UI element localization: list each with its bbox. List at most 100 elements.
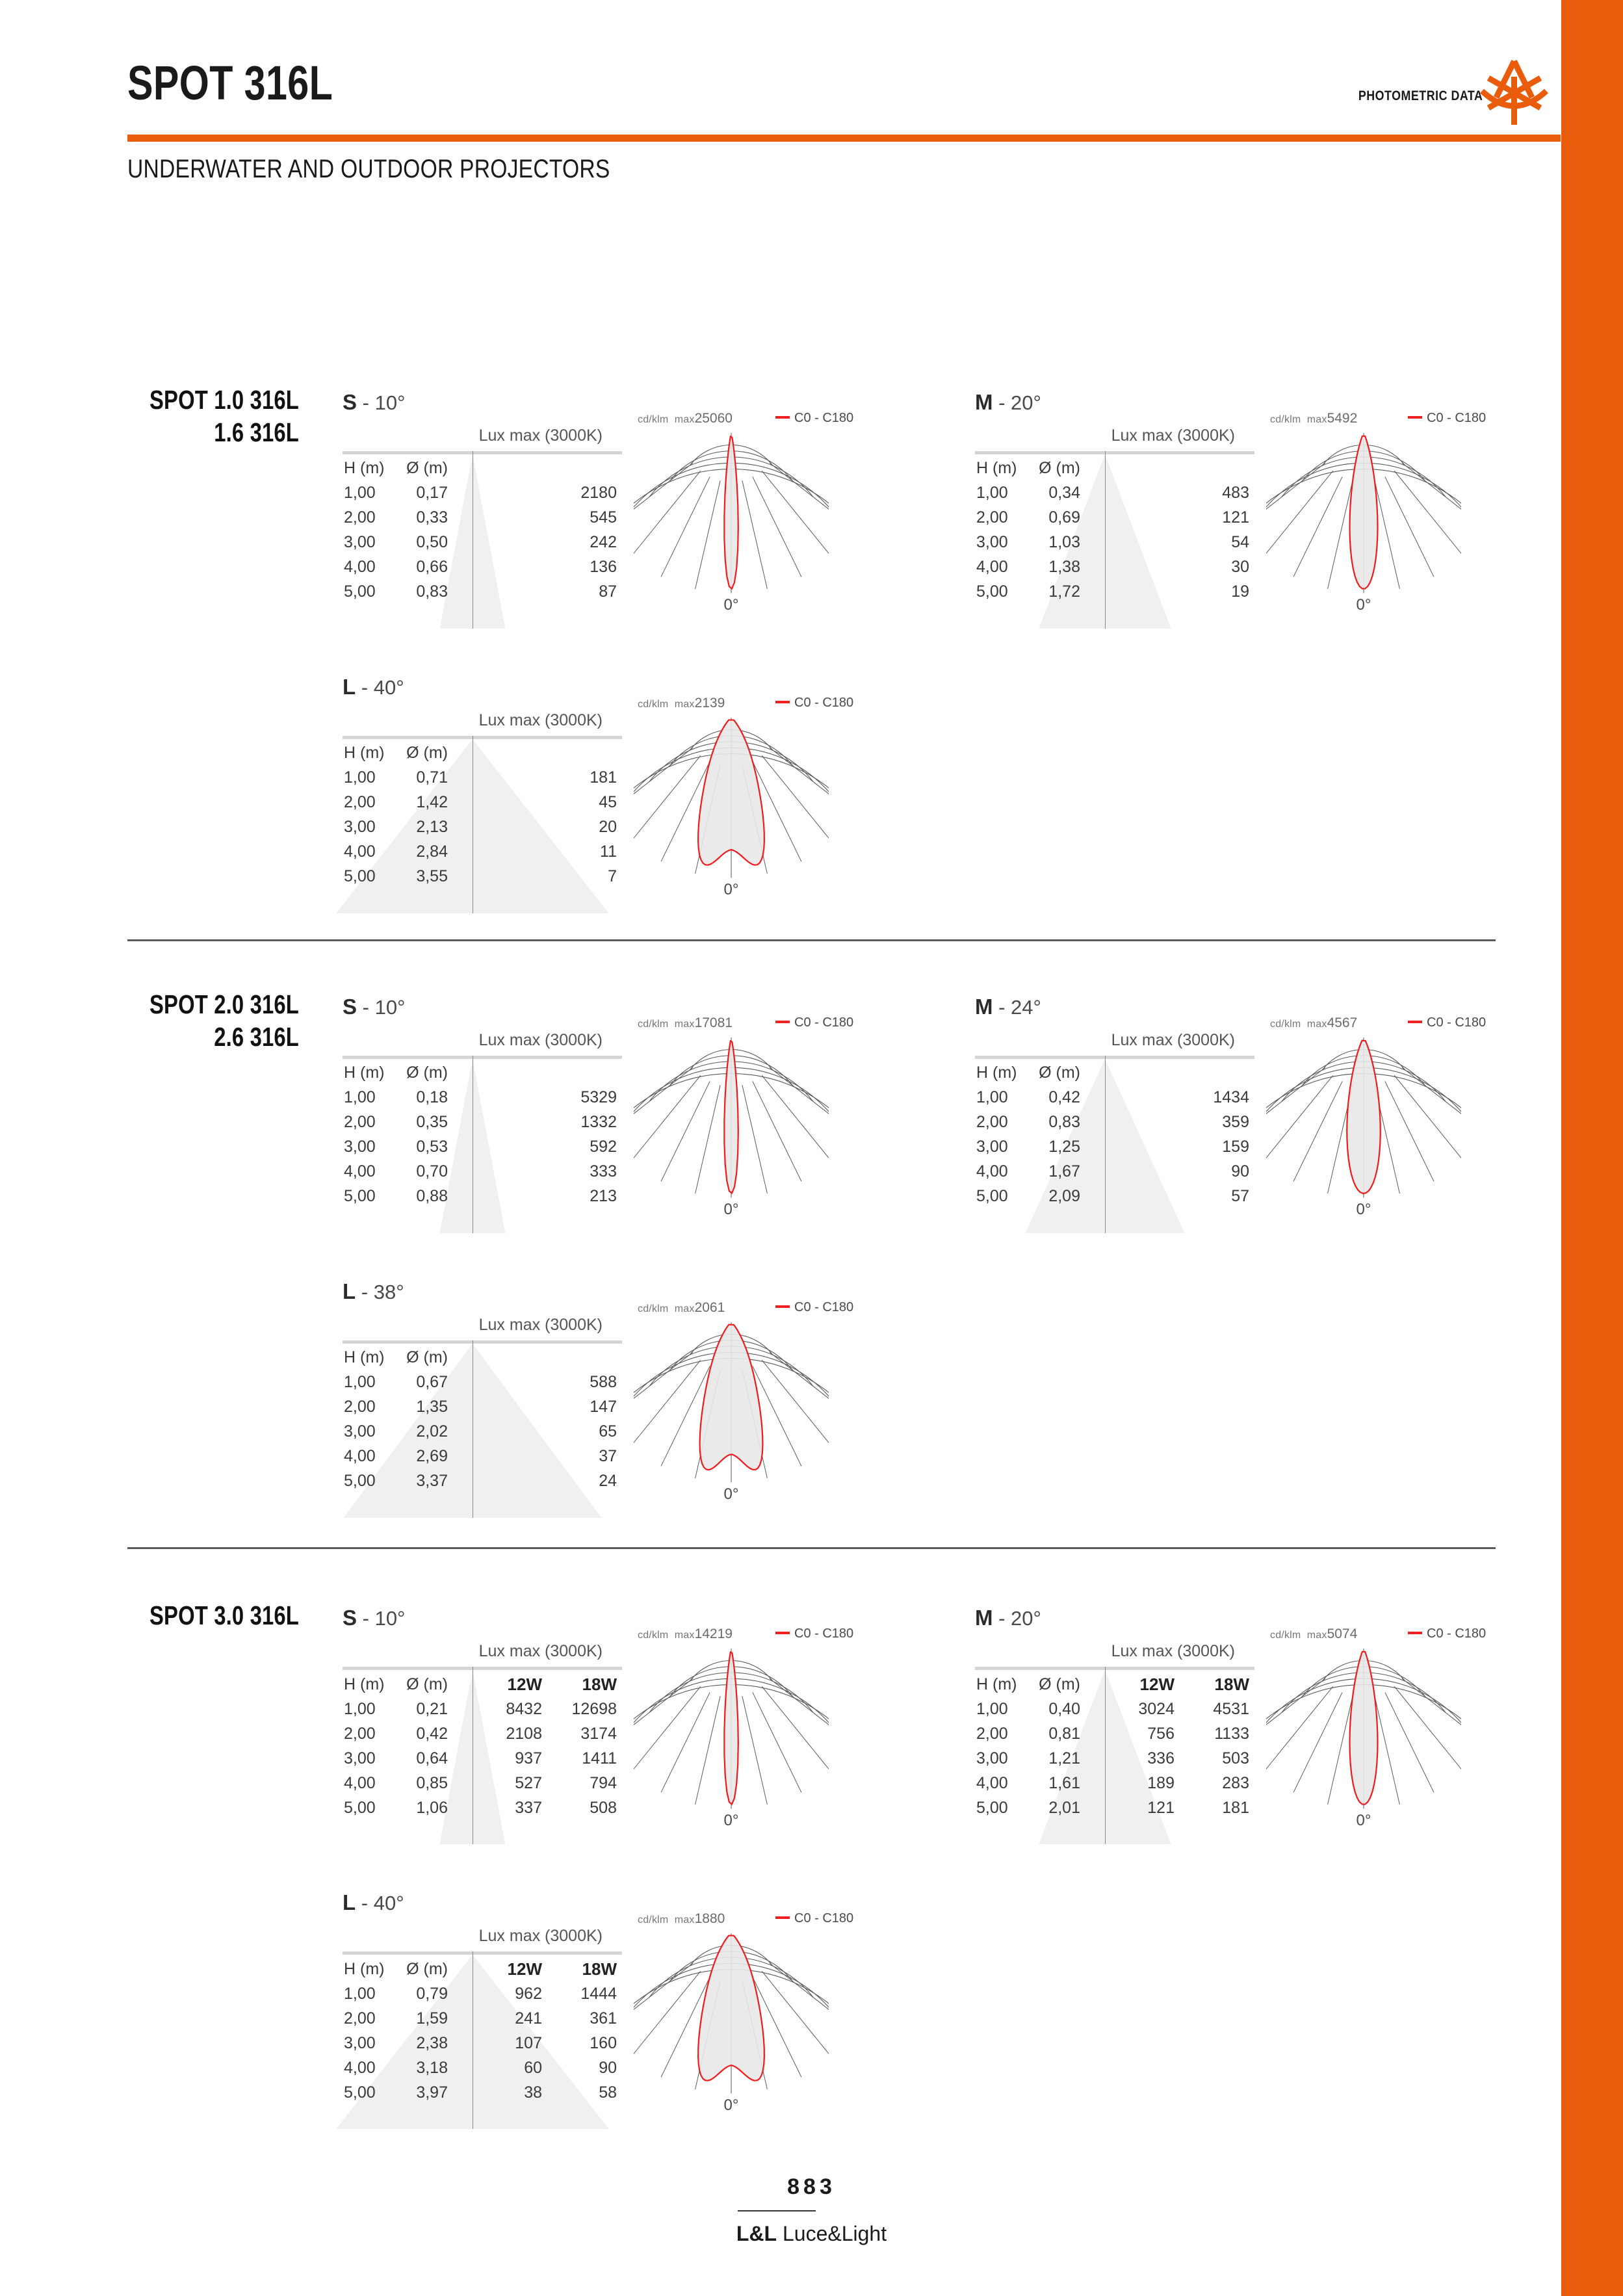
cell-lux: 2180 <box>580 484 617 502</box>
table-row: 5,00 1,06 337 508 <box>343 1796 622 1821</box>
table-row: 2,00 0,83 359 <box>975 1110 1254 1135</box>
polar-plot-canvas: 30°30°0° <box>634 1317 829 1515</box>
polar-plot-canvas: 30°30°0° <box>1266 1032 1461 1231</box>
cell-height: 5,00 <box>344 2083 376 2102</box>
beam-angle: - 40° <box>361 1892 404 1914</box>
col-header-diameter: Ø (m) <box>406 1675 448 1693</box>
beam-code: M <box>975 995 993 1019</box>
table-row: 1,00 0,18 5329 <box>343 1086 622 1110</box>
table-row: 2,00 1,59 241 361 <box>343 2007 622 2031</box>
legend-label: C0 - C180 <box>794 411 854 425</box>
cell-height: 1,00 <box>976 1088 1008 1106</box>
cell-lux: 121 <box>1147 1799 1175 1817</box>
legend-label: C0 - C180 <box>794 1015 854 1030</box>
beam-angle: - 38° <box>361 1281 404 1303</box>
col-header-wattage: 12W <box>507 1959 542 1979</box>
cell-lux: 588 <box>590 1373 617 1391</box>
cell-height: 4,00 <box>976 1774 1008 1792</box>
cell-height: 4,00 <box>344 1162 376 1181</box>
cell-lux: 336 <box>1147 1749 1175 1768</box>
cell-height: 1,00 <box>976 484 1008 502</box>
cell-diameter: 0,42 <box>416 1725 448 1743</box>
cell-lux: 30 <box>1231 558 1249 576</box>
max-word: max <box>674 1630 695 1641</box>
cell-diameter: 2,84 <box>416 842 448 861</box>
table-row: 3,00 1,03 54 <box>975 530 1254 555</box>
lux-max-caption: Lux max (3000K) <box>478 1031 603 1049</box>
cell-height: 4,00 <box>344 1447 376 1465</box>
cell-lux: 136 <box>590 558 617 576</box>
col-header-height: H (m) <box>344 744 385 762</box>
cell-height: 1,00 <box>344 1700 376 1718</box>
col-header-height: H (m) <box>344 1063 385 1082</box>
cell-lux: 65 <box>599 1422 617 1441</box>
legend-color-swatch <box>1408 416 1422 419</box>
cell-diameter: 0,81 <box>1048 1725 1080 1743</box>
cell-lux: 181 <box>1222 1799 1249 1817</box>
svg-text:0°: 0° <box>724 1201 739 1218</box>
cell-height: 5,00 <box>976 1187 1008 1205</box>
cell-height: 5,00 <box>976 582 1008 601</box>
table-row: 2,00 1,35 147 <box>343 1395 622 1420</box>
cell-lux: 3024 <box>1138 1700 1175 1718</box>
cell-lux: 189 <box>1147 1774 1175 1792</box>
product-name-line: 2.6 316L <box>214 1022 299 1052</box>
cell-lux: 107 <box>515 2034 542 2052</box>
lux-max-caption: Lux max (3000K) <box>478 1316 603 1334</box>
cell-height: 2,00 <box>344 793 376 811</box>
polar-plot-canvas: 30°30°0° <box>1266 428 1461 626</box>
cell-diameter: 0,33 <box>416 508 448 527</box>
cell-height: 3,00 <box>976 533 1008 551</box>
cell-diameter: 0,64 <box>416 1749 448 1768</box>
beam-heading: M - 24° <box>975 995 1041 1019</box>
cell-height: 1,00 <box>344 1985 376 2003</box>
cell-lux: 592 <box>590 1138 617 1156</box>
cell-lux: 241 <box>515 2009 542 2028</box>
cell-lux: 545 <box>590 508 617 527</box>
table-row: 4,00 1,61 189 283 <box>975 1771 1254 1796</box>
table-header-row: H (m) Ø (m) <box>343 1061 622 1086</box>
table-header-row: H (m) Ø (m) <box>343 741 622 766</box>
max-word: max <box>674 1303 695 1314</box>
cd-max-value: 2061 <box>694 1300 725 1315</box>
cell-diameter: 1,06 <box>416 1799 448 1817</box>
cell-lux: 90 <box>599 2059 617 2077</box>
cell-diameter: 0,18 <box>416 1088 448 1106</box>
photometric-data-label: PHOTOMETRIC DATA <box>1358 88 1483 103</box>
cell-diameter: 0,66 <box>416 558 448 576</box>
col-header-lux <box>1105 456 1254 481</box>
beam-heading: S - 10° <box>343 1606 405 1630</box>
polar-cd-max-label: cd/klm max1880 <box>638 1911 725 1927</box>
photometric-table: H (m) Ø (m) 12W 18W 1,00 0,40 3024 4531 2,00 0,81… <box>975 1672 1254 1821</box>
cell-diameter: 1,35 <box>416 1398 448 1416</box>
polar-legend: C0 - C180 <box>775 1626 853 1641</box>
cell-lux: 5329 <box>580 1088 617 1106</box>
table-header-row: H (m) Ø (m) 12W 18W <box>343 1672 622 1697</box>
polar-legend: C0 - C180 <box>775 1911 853 1926</box>
cell-lux: 8432 <box>506 1700 542 1718</box>
table-header-row: H (m) Ø (m) 12W 18W <box>975 1672 1254 1697</box>
table-header-rule <box>975 1056 1254 1059</box>
product-name-block: SPOT 3.0 316L <box>60 1599 299 1632</box>
cell-height: 1,00 <box>344 1088 376 1106</box>
cell-lux: 213 <box>590 1187 617 1205</box>
col-header-lux <box>473 1061 622 1086</box>
cell-diameter: 0,79 <box>416 1985 448 2003</box>
cell-height: 2,00 <box>344 508 376 527</box>
cell-height: 5,00 <box>344 1187 376 1205</box>
cd-max-value: 14219 <box>694 1626 733 1641</box>
cell-lux: 181 <box>590 768 617 787</box>
cell-lux: 359 <box>1222 1113 1249 1131</box>
product-name-line: SPOT 3.0 316L <box>149 1600 299 1630</box>
cd-max-value: 5074 <box>1327 1626 1358 1641</box>
col-header-lux <box>473 456 622 481</box>
cell-diameter: 1,61 <box>1048 1774 1080 1792</box>
cell-diameter: 1,42 <box>416 793 448 811</box>
polar-plot-canvas: 30°30°0° <box>634 428 829 626</box>
page-number: 883 <box>787 2174 836 2199</box>
beam-code: L <box>343 1279 356 1303</box>
beam-heading: L - 40° <box>343 1890 404 1915</box>
col-header-diameter: Ø (m) <box>406 1348 448 1366</box>
cd-max-value: 2139 <box>694 696 725 711</box>
